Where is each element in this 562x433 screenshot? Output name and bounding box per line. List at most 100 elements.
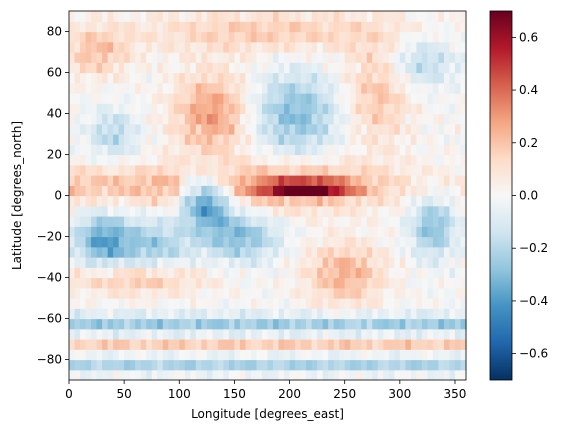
heatmap-cell [190, 144, 197, 156]
heatmap-cell [383, 113, 390, 125]
heatmap-cell [289, 21, 296, 33]
heatmap-cell [124, 339, 131, 350]
heatmap-cell [80, 257, 87, 268]
heatmap-cell [184, 246, 191, 258]
heatmap-cell [245, 298, 252, 309]
heatmap-cell [388, 267, 395, 279]
heatmap-cell [432, 236, 440, 248]
heatmap-cell [217, 277, 224, 289]
heatmap-cell [118, 103, 125, 115]
heatmap-cell [383, 123, 390, 135]
heatmap-cell [405, 62, 412, 74]
heatmap-cell [96, 236, 103, 248]
heatmap-cell [328, 11, 335, 22]
heatmap-cell [449, 31, 456, 43]
heatmap-cell [124, 226, 131, 238]
heatmap-cell [91, 72, 98, 84]
heatmap-cell [113, 134, 120, 145]
heatmap-cell [427, 308, 434, 320]
colorbar-tick-label: −0.6 [519, 347, 548, 361]
heatmap-cell [322, 123, 329, 135]
heatmap-cell [113, 257, 120, 268]
heatmap-cell [74, 216, 81, 227]
heatmap-cell [129, 175, 136, 186]
heatmap-cell [339, 154, 346, 166]
heatmap-cell [421, 236, 428, 248]
heatmap-cell [140, 205, 147, 217]
heatmap-cell [173, 185, 180, 197]
heatmap-cell [454, 267, 462, 279]
heatmap-cell [344, 339, 351, 350]
heatmap-cell [69, 21, 76, 33]
heatmap-cell [96, 205, 103, 217]
heatmap-cell [107, 216, 114, 227]
heatmap-cell [217, 246, 224, 258]
heatmap-cell [256, 62, 263, 74]
heatmap-cell [239, 226, 247, 238]
heatmap-cell [223, 144, 230, 156]
heatmap-cell [416, 195, 423, 207]
heatmap-cell [427, 52, 434, 63]
heatmap-cell [162, 298, 169, 309]
heatmap-cell [339, 246, 346, 258]
heatmap-cell [361, 369, 368, 381]
heatmap-cell [80, 11, 87, 22]
heatmap-cell [311, 359, 318, 371]
heatmap-cell [201, 226, 208, 238]
heatmap-cell [228, 318, 236, 330]
heatmap-cell [107, 349, 114, 361]
y-tick-label: 80 [47, 25, 62, 39]
heatmap-cell [74, 257, 81, 268]
heatmap-cell [223, 349, 230, 361]
heatmap-cell [383, 349, 390, 361]
heatmap-cell [118, 134, 125, 145]
heatmap-cell [328, 82, 335, 94]
heatmap-cell [256, 31, 263, 43]
heatmap-cell [306, 257, 313, 268]
heatmap-cell [184, 175, 191, 186]
heatmap-cell [250, 21, 258, 33]
heatmap-cell [427, 113, 434, 125]
heatmap-cell [267, 113, 274, 125]
heatmap-cell [454, 226, 462, 238]
y-tick-label: −20 [37, 230, 62, 244]
heatmap-cell [250, 359, 258, 371]
heatmap-cell [69, 308, 76, 320]
heatmap-cell [421, 246, 428, 258]
heatmap-cell [74, 82, 81, 94]
heatmap-cell [366, 359, 373, 371]
heatmap-cell [432, 123, 440, 135]
heatmap-cell [195, 369, 202, 381]
heatmap-cell [239, 359, 247, 371]
heatmap-cell [438, 41, 445, 53]
heatmap-cell [151, 359, 158, 371]
heatmap-cell [250, 349, 258, 361]
heatmap-cell [361, 144, 368, 156]
heatmap-cell [350, 287, 357, 299]
heatmap-cell [306, 267, 313, 279]
heatmap-cell [405, 185, 412, 197]
heatmap-cell [168, 226, 175, 238]
heatmap-cell [300, 21, 307, 33]
heatmap-cell [394, 72, 401, 84]
heatmap-cell [295, 41, 302, 53]
heatmap-cell [91, 52, 98, 63]
heatmap-cell [69, 246, 76, 258]
heatmap-cell [140, 93, 147, 104]
heatmap-cell [410, 195, 417, 207]
heatmap-cell [372, 154, 379, 166]
heatmap-cell [449, 144, 456, 156]
heatmap-cell [383, 154, 390, 166]
heatmap-cell [322, 62, 329, 74]
heatmap-cell [295, 277, 302, 289]
heatmap-cell [427, 298, 434, 309]
heatmap-cell [427, 216, 434, 227]
heatmap-cell [273, 185, 280, 197]
heatmap-cell [317, 257, 324, 268]
heatmap-cell [427, 31, 434, 43]
heatmap-cell [350, 11, 357, 22]
heatmap-cell [350, 41, 357, 53]
heatmap-cell [212, 267, 219, 279]
heatmap-cell [322, 103, 329, 115]
heatmap-cell [278, 236, 285, 248]
